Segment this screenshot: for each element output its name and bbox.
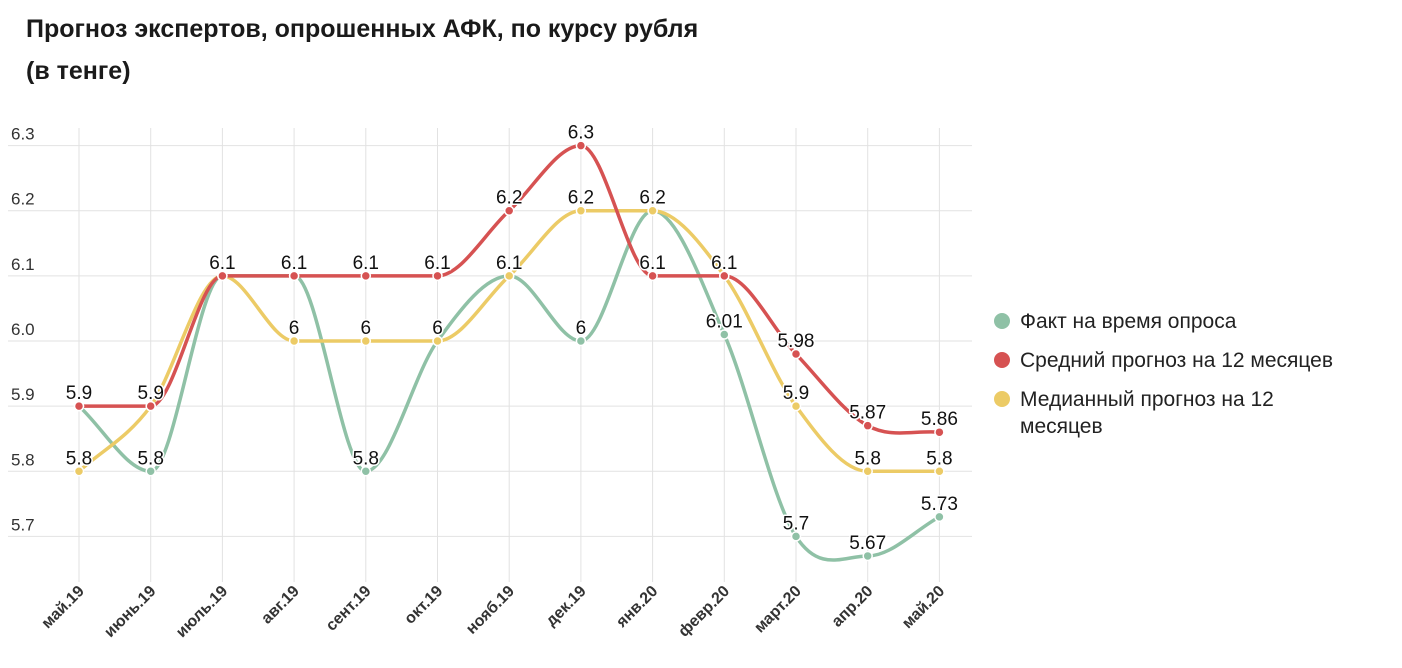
x-tick-label: май.20: [899, 583, 948, 632]
data-label-mean: 6.2: [496, 188, 522, 209]
x-tick-label: дек.19: [543, 583, 590, 630]
data-label-fact: 6.01: [706, 311, 743, 332]
legend-label-fact: Факт на время опроса: [1020, 310, 1237, 333]
legend-swatch-mean: [994, 352, 1010, 368]
x-tick-label: нояб.19: [463, 583, 518, 638]
point-fact[interactable]: [360, 466, 372, 477]
data-label-mean: 6.3: [568, 123, 594, 144]
chart-title: Прогноз экспертов, опрошенных АФК, по ку…: [26, 8, 786, 92]
data-label-mean: 6.1: [711, 253, 737, 274]
point-median[interactable]: [503, 270, 515, 282]
y-tick-label: 6.3: [11, 125, 35, 144]
chart-legend: Факт на время опроса Средний прогноз на …: [994, 308, 1394, 452]
point-median[interactable]: [432, 335, 443, 347]
legend-label-median: Медианный прогноз на 12 месяцев: [1020, 388, 1274, 438]
point-median[interactable]: [288, 335, 300, 347]
data-label-mean: 6.1: [281, 253, 307, 274]
y-tick-label: 5.7: [11, 515, 35, 534]
data-label-fact: 5.73: [921, 494, 958, 515]
legend-item-fact[interactable]: Факт на время опроса: [994, 308, 1394, 335]
legend-label-mean: Средний прогноз на 12 месяцев: [1020, 349, 1334, 372]
point-fact[interactable]: [790, 531, 802, 542]
point-mean[interactable]: [217, 270, 228, 282]
data-label-mean: 6.1: [353, 253, 379, 274]
y-tick-label: 5.8: [11, 450, 35, 469]
legend-swatch-fact: [994, 313, 1010, 329]
point-median[interactable]: [360, 335, 372, 347]
data-label-median: 6: [361, 318, 372, 339]
x-tick-label: янв.20: [613, 583, 662, 632]
point-mean[interactable]: [575, 140, 587, 151]
data-label-fact: 5.7: [783, 513, 809, 534]
point-fact[interactable]: [575, 335, 587, 347]
point-mean[interactable]: [145, 400, 156, 412]
x-tick-label: апр.20: [829, 583, 877, 631]
point-mean[interactable]: [719, 270, 730, 282]
data-label-mean: 6.1: [424, 253, 450, 274]
chart-title-line-1: Прогноз экспертов, опрошенных АФК, по ку…: [26, 15, 699, 43]
data-label-median: 5.8: [66, 448, 92, 469]
data-label-mean: 5.98: [778, 331, 815, 352]
point-mean[interactable]: [934, 426, 945, 438]
point-mean[interactable]: [862, 420, 873, 431]
data-label-median: 6.1: [209, 253, 235, 274]
point-median[interactable]: [647, 205, 658, 216]
point-median[interactable]: [862, 466, 873, 477]
data-label-fact: 6: [576, 318, 587, 339]
x-tick-label: март.20: [751, 583, 805, 637]
point-mean[interactable]: [73, 400, 85, 412]
point-mean[interactable]: [360, 270, 372, 282]
data-label-median: 5.9: [783, 383, 809, 404]
data-label-mean: 5.86: [921, 409, 958, 430]
point-median[interactable]: [934, 466, 945, 477]
chart-title-line-2: (в тенге): [26, 57, 131, 85]
legend-swatch-median: [994, 391, 1010, 407]
point-median[interactable]: [790, 400, 802, 412]
y-axis-ticks: 5.7 5.8 5.9 6.0 6.1 6.2 6.3: [11, 125, 35, 535]
x-tick-label: авг.19: [258, 583, 303, 628]
x-tick-label: окт.19: [401, 583, 446, 628]
point-median[interactable]: [575, 205, 587, 216]
point-fact[interactable]: [145, 466, 156, 477]
point-fact[interactable]: [934, 511, 945, 523]
data-label-median: 6.2: [568, 188, 594, 209]
data-label-mean: 5.87: [849, 403, 886, 424]
x-tick-label: июнь.19: [101, 583, 159, 641]
legend-item-median[interactable]: Медианный прогноз на 12 месяцев: [994, 386, 1320, 440]
grid-layer: [8, 128, 972, 582]
point-mean[interactable]: [503, 205, 515, 216]
data-label-fact: 5.67: [849, 533, 886, 554]
y-tick-label: 6.2: [11, 190, 35, 209]
data-label-median: 5.8: [854, 448, 880, 469]
data-label-mean: 5.9: [66, 383, 92, 404]
point-fact[interactable]: [862, 550, 873, 562]
data-label-median: 5.8: [926, 448, 952, 469]
data-label-median: 6: [432, 318, 443, 339]
data-label-mean: 6.1: [639, 253, 665, 274]
point-mean[interactable]: [288, 270, 300, 282]
data-labels: 5.8 5.866.26.015.75.675.735.9 5.96.1 6.1 6.1…: [64, 121, 959, 555]
data-label-median: 6: [289, 318, 300, 339]
x-tick-label: июль.19: [173, 583, 231, 641]
x-tick-label: май.19: [39, 583, 88, 632]
x-tick-label: февр.20: [675, 583, 733, 641]
point-mean[interactable]: [790, 348, 802, 360]
y-tick-label: 5.9: [11, 385, 35, 404]
data-label-fact: 5.8: [137, 448, 163, 469]
point-median[interactable]: [73, 466, 85, 477]
point-mean[interactable]: [647, 270, 658, 282]
data-label-mean: 5.9: [137, 383, 163, 404]
data-label-fact: 5.8: [353, 448, 379, 469]
x-axis-ticks: май.19 июнь.19 июль.19 авг.19 сент.19 окт.19 н…: [39, 583, 949, 641]
data-label-fact: 6.2: [639, 188, 665, 209]
y-tick-label: 6.0: [11, 320, 35, 339]
point-fact[interactable]: [719, 329, 730, 340]
point-mean[interactable]: [432, 270, 443, 282]
data-label-median: 6.1: [496, 253, 522, 274]
x-tick-label: сент.19: [323, 583, 375, 635]
series-points: [73, 140, 945, 562]
y-tick-label: 6.1: [11, 255, 35, 274]
legend-item-mean[interactable]: Средний прогноз на 12 месяцев: [994, 347, 1394, 374]
